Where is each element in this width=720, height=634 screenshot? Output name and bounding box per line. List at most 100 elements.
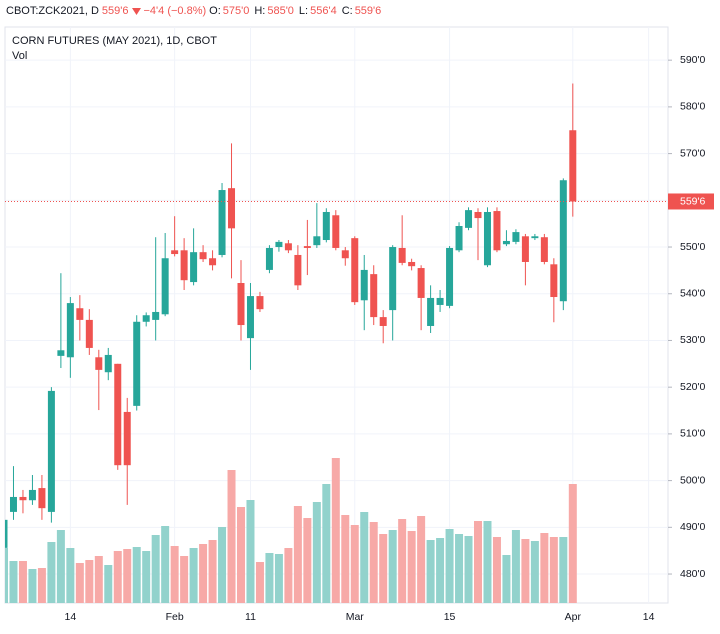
volume-bar — [37, 568, 46, 603]
candle-body — [483, 211, 491, 266]
candle-body — [85, 319, 93, 348]
candle-body — [531, 236, 539, 239]
volume-label: Vol — [12, 50, 27, 62]
candle-body — [104, 354, 112, 373]
candle-body — [332, 215, 340, 248]
candle-body — [550, 264, 558, 298]
candle-body — [313, 236, 321, 246]
volume-bar — [75, 563, 84, 603]
candle-body — [512, 232, 520, 242]
volume-bar — [255, 562, 264, 603]
volume-bar — [417, 516, 426, 603]
volume-bar — [483, 521, 492, 603]
volume-bar — [151, 535, 160, 603]
volume-bar — [540, 533, 549, 603]
volume-bar — [94, 556, 103, 603]
x-tick-label: 14 — [643, 611, 655, 623]
candle-body — [47, 390, 55, 512]
volume-bar — [293, 506, 302, 603]
y-tick-label: 510'0 — [680, 428, 706, 440]
candle-body — [5, 519, 8, 548]
change: −4'4 (−0.8%) — [143, 5, 207, 17]
x-tick-label: 15 — [444, 611, 456, 623]
volume-bar — [237, 507, 245, 603]
volume-bar — [5, 548, 8, 603]
candle-body — [57, 350, 65, 356]
volume-bar — [113, 551, 122, 603]
candle-body — [540, 237, 548, 262]
volume-bar — [426, 540, 435, 603]
volume-bar — [265, 553, 274, 603]
candle-body — [171, 250, 179, 255]
volume-bar — [123, 549, 132, 603]
candle-body — [9, 496, 17, 512]
volume-bar — [331, 458, 340, 603]
volume-bar — [218, 527, 227, 603]
candle-body — [559, 180, 567, 302]
y-tick-label: 530'0 — [680, 334, 706, 346]
last-price-box — [668, 193, 714, 210]
volume-bar — [322, 484, 331, 603]
volume-bar — [199, 544, 208, 603]
candle-body — [322, 211, 330, 241]
candle-body — [246, 296, 254, 339]
y-tick-label: 520'0 — [680, 381, 706, 393]
candle-body — [341, 250, 349, 259]
volume-bar — [350, 525, 359, 603]
down-arrow-icon — [131, 8, 141, 15]
plot-area — [5, 83, 668, 603]
ohlc-label: C: — [341, 5, 353, 17]
candle-body — [303, 246, 311, 248]
volume-bar — [568, 484, 577, 603]
candle-body — [465, 210, 473, 228]
y-tick-label: 580'0 — [680, 101, 706, 113]
candle-body — [114, 363, 122, 466]
volume-bar — [132, 547, 141, 603]
x-tick-label: Apr — [565, 611, 582, 623]
candle-body — [19, 496, 27, 501]
volume-bar — [559, 537, 568, 603]
y-tick-label: 590'0 — [680, 54, 706, 66]
header: CBOT:ZCK2021, D 559'6 −4'4 (−0.8%) O: 575… — [6, 5, 384, 17]
candle-body — [275, 241, 283, 248]
candle-body — [161, 258, 169, 315]
volume-bar — [284, 548, 293, 603]
volume-bar — [303, 518, 312, 603]
candle-body — [521, 236, 529, 262]
candle-body — [360, 269, 368, 301]
candle-body — [569, 130, 577, 202]
candle-body — [180, 250, 188, 281]
chart-title: CORN FUTURES (MAY 2021), 1D, CBOT — [12, 35, 217, 47]
candle-body — [95, 357, 103, 370]
volume-bar — [407, 531, 416, 603]
volume-bar — [56, 530, 65, 603]
volume-bar — [227, 470, 236, 603]
candle-body — [66, 303, 74, 358]
y-tick-label: 500'0 — [680, 474, 706, 486]
volume-bar — [521, 539, 530, 603]
candle-body — [218, 190, 226, 255]
candle-body — [133, 321, 141, 406]
volume-bar — [388, 530, 397, 603]
volume-bar — [369, 522, 378, 603]
y-tick-label: 480'0 — [680, 568, 706, 580]
volume-bar — [474, 521, 482, 603]
symbol: CBOT:ZCK2021, D — [6, 5, 99, 17]
candle-body — [502, 240, 510, 245]
volume-bar — [502, 555, 511, 603]
volume-bar — [47, 542, 56, 603]
candle-body — [209, 258, 217, 266]
candle-body — [455, 226, 463, 251]
candle-body — [398, 247, 406, 263]
volume-bar — [274, 554, 283, 603]
candle-body — [370, 274, 378, 318]
ohlc-value: 559'6 — [354, 5, 382, 17]
y-tick-label: 490'0 — [680, 521, 706, 533]
volume-bar — [360, 512, 369, 603]
volume-bar — [66, 548, 75, 603]
volume-bar — [85, 560, 94, 603]
volume-bar — [464, 536, 473, 603]
volume-bar — [142, 551, 151, 603]
volume-bar — [180, 556, 189, 603]
